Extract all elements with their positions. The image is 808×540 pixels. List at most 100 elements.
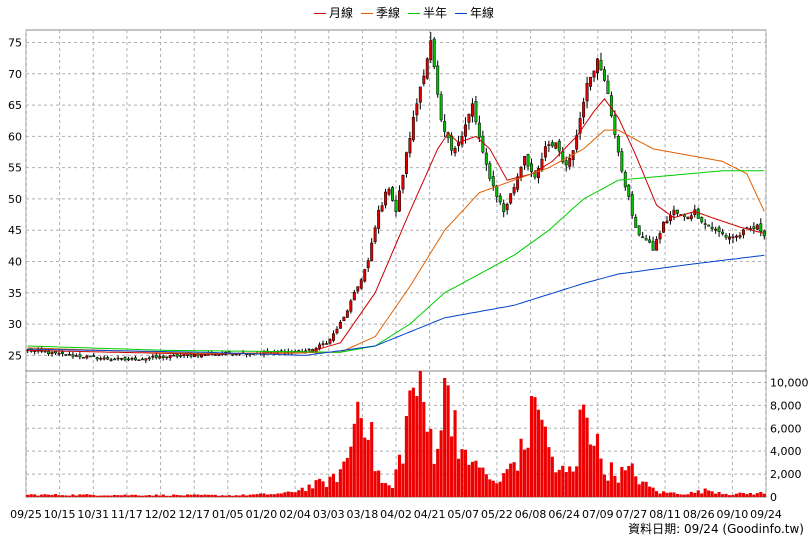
candle-body xyxy=(696,208,700,219)
volume-bar xyxy=(463,449,468,497)
volume-bar xyxy=(349,446,353,497)
volume-bar xyxy=(265,494,270,497)
volume-bar xyxy=(404,415,408,497)
volume-bar xyxy=(43,494,47,497)
price-tick-label: 70 xyxy=(8,68,22,81)
price-tick-label: 40 xyxy=(8,256,22,269)
candle-body xyxy=(470,103,474,117)
volume-bar xyxy=(443,377,447,497)
x-tick-label: 01/20 xyxy=(246,508,278,521)
volume-bar xyxy=(575,466,579,497)
x-tick-label: 09/10 xyxy=(717,508,749,521)
volume-bar xyxy=(262,493,266,497)
volume-bar xyxy=(436,448,440,497)
candle-body xyxy=(74,355,78,357)
x-tick-label: 01/05 xyxy=(212,508,244,521)
volume-bar xyxy=(512,462,516,497)
volume-bar xyxy=(526,447,530,497)
volume-bar xyxy=(26,494,30,497)
candle-body xyxy=(477,122,481,138)
volume-bar xyxy=(592,445,596,497)
candle-body xyxy=(488,163,492,179)
volume-bar xyxy=(123,494,127,497)
volume-bar xyxy=(168,495,172,497)
volume-bar xyxy=(29,494,33,497)
volume-bar xyxy=(137,495,141,497)
volume-bar xyxy=(356,401,360,497)
volume-bar xyxy=(446,385,450,497)
volume-bar xyxy=(133,494,137,497)
volume-bar xyxy=(387,485,391,497)
volume-bar xyxy=(686,494,690,497)
x-tick-label: 06/08 xyxy=(515,508,547,521)
x-tick-label: 08/26 xyxy=(683,508,715,521)
volume-bar xyxy=(731,494,735,497)
volume-bar xyxy=(665,492,669,497)
volume-bar xyxy=(422,401,426,497)
volume-bar xyxy=(151,495,155,497)
candle-body xyxy=(450,135,454,151)
candle-body xyxy=(71,354,75,357)
volume-bar xyxy=(641,481,645,497)
volume-bar xyxy=(116,495,120,497)
volume-bar xyxy=(338,469,342,497)
candle-body xyxy=(474,101,478,123)
x-tick-label: 06/24 xyxy=(548,508,580,521)
volume-bar xyxy=(498,481,502,497)
candle-body xyxy=(193,354,196,358)
candle-body xyxy=(578,118,582,134)
volume-bar xyxy=(307,484,311,497)
candle-body xyxy=(707,224,711,227)
candle-body xyxy=(432,38,436,67)
candle-body xyxy=(377,210,381,229)
volume-bar xyxy=(752,494,756,497)
volume-bar xyxy=(536,409,541,497)
moving-average-line xyxy=(27,254,765,356)
legend-swatch xyxy=(408,13,420,14)
candle-body xyxy=(50,351,54,355)
moving-average-line xyxy=(27,97,765,355)
volume-bar xyxy=(450,436,454,497)
x-tick-label: 08/11 xyxy=(649,508,681,521)
legend-item: 半年 xyxy=(408,4,447,21)
candle-body xyxy=(502,203,506,213)
volume-bar xyxy=(745,494,749,497)
candle-body xyxy=(630,194,634,216)
candle-body xyxy=(404,152,408,174)
volume-bar xyxy=(189,494,193,497)
candle-body xyxy=(85,355,89,359)
candle-body xyxy=(345,310,349,318)
volume-bar xyxy=(85,494,89,497)
candle-body xyxy=(606,80,610,95)
volume-bar xyxy=(568,466,572,497)
candle-body xyxy=(491,176,495,187)
candle-body xyxy=(495,185,499,197)
candle-body xyxy=(755,224,759,230)
price-tick-label: 65 xyxy=(8,99,22,112)
candle-body xyxy=(557,140,561,152)
volume-bar xyxy=(328,476,332,497)
candle-body xyxy=(102,357,106,360)
volume-bar xyxy=(272,494,276,497)
candle-body xyxy=(307,348,311,351)
candle-body xyxy=(154,354,158,358)
volume-bar xyxy=(220,495,224,497)
volume-bar xyxy=(88,494,92,497)
volume-bar xyxy=(703,488,707,497)
volume-bar xyxy=(67,495,71,497)
candle-body xyxy=(172,354,176,357)
candle-body xyxy=(526,154,530,167)
legend-label: 半年 xyxy=(423,6,448,20)
volume-bar xyxy=(213,494,217,497)
volume-bar xyxy=(710,491,714,497)
x-tick-label: 03/18 xyxy=(347,508,379,521)
legend-swatch xyxy=(360,13,373,14)
candle-body xyxy=(411,117,415,141)
candle-body xyxy=(175,353,179,357)
volume-bar xyxy=(700,493,704,497)
candle-body xyxy=(144,358,148,361)
candle-body xyxy=(651,241,655,251)
volume-bar xyxy=(60,495,65,497)
x-tick-label: 03/03 xyxy=(313,508,345,521)
volume-bar xyxy=(693,492,697,497)
